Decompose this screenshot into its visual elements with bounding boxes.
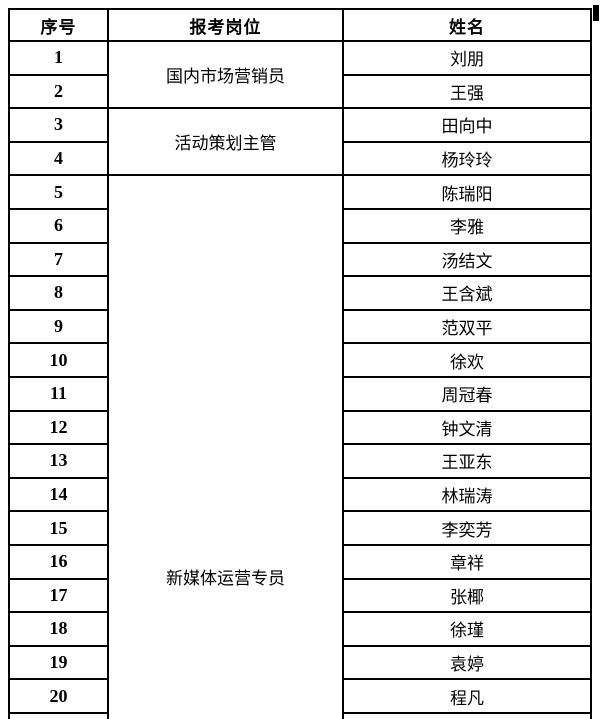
table-row: 13 王亚东 — [8, 443, 592, 479]
table-row: 18 徐瑾 — [8, 611, 592, 647]
position-label: 国内市场营销员 — [166, 67, 285, 87]
table-row: 4 杨玲玲 — [8, 140, 592, 177]
position-cell: 新媒体运营专员 — [107, 174, 344, 719]
table-row: 20 程凡 — [8, 678, 592, 714]
name-cell: 钟文清 — [342, 409, 592, 446]
header-row: 序号 报考岗位 姓名 — [8, 8, 592, 42]
position-label: 活动策划主管 — [174, 134, 277, 154]
name-cell: 李雅 — [342, 207, 592, 244]
serial-cell: 17 — [8, 577, 109, 614]
serial-cell: 9 — [8, 308, 109, 345]
serial-cell: 13 — [8, 443, 109, 479]
serial-cell: 8 — [8, 275, 109, 311]
serial-cell: 6 — [8, 207, 109, 244]
name-cell: 刘朋 — [342, 40, 592, 76]
name-cell: 范双平 — [342, 308, 592, 345]
name-cell: 章祥 — [342, 543, 592, 580]
header-name: 姓名 — [342, 8, 592, 42]
serial-cell: 11 — [8, 375, 109, 412]
table-row: 14 林瑞涛 — [8, 476, 592, 513]
name-cell: 王含斌 — [342, 275, 592, 311]
table-row: 9 范双平 — [8, 308, 592, 345]
name-cell: 陈瑞阳 — [342, 174, 592, 210]
serial-cell: 4 — [8, 140, 109, 177]
serial-cell: 10 — [8, 342, 109, 378]
name-cell: 杨玲玲 — [342, 140, 592, 177]
name-cell: 汤结文 — [342, 241, 592, 278]
table-row: 8 王含斌 — [8, 275, 592, 311]
serial-cell: 2 — [8, 73, 109, 110]
serial-cell: 7 — [8, 241, 109, 278]
table-row: 5 新媒体运营专员 陈瑞阳 — [8, 174, 592, 719]
table-row: 6 李雅 — [8, 207, 592, 244]
name-cell: 袁婷 — [342, 644, 592, 681]
serial-cell: 3 — [8, 107, 109, 143]
name-cell: 王亚东 — [342, 443, 592, 479]
serial-cell: 12 — [8, 409, 109, 446]
name-cell: 张椰 — [342, 577, 592, 614]
name-cell: 徐欢 — [342, 342, 592, 378]
name-cell: 田向中 — [342, 107, 592, 143]
table-row: 11 周冠春 — [8, 375, 592, 412]
applicants-table: 序号 报考岗位 姓名 1 国内市场营销员 刘朋 2 王强 3 活动策划主管 田向中 4 杨玲玲 5 新… — [8, 8, 592, 719]
position-cell: 活动策划主管 — [107, 107, 344, 177]
serial-cell: 19 — [8, 644, 109, 681]
name-cell: 周冠春 — [342, 375, 592, 412]
table-row: 7 汤结文 — [8, 241, 592, 278]
table-row: 1 国内市场营销员 刘朋 — [8, 39, 592, 110]
table-row: 15 李奕芳 — [8, 510, 592, 546]
name-cell: 徐瑾 — [342, 611, 592, 647]
text-cursor-artifact — [593, 5, 599, 21]
serial-cell: 16 — [8, 543, 109, 580]
table-row: 3 活动策划主管 田向中 — [8, 107, 592, 177]
table-row: 16 章祥 — [8, 543, 592, 580]
table-row: 10 徐欢 — [8, 342, 592, 378]
position-cell: 国内市场营销员 — [107, 39, 344, 110]
serial-cell — [8, 711, 109, 719]
serial-cell: 5 — [8, 174, 109, 210]
name-cell: 李奕芳 — [342, 510, 592, 546]
serial-cell: 15 — [8, 510, 109, 546]
serial-cell: 14 — [8, 476, 109, 513]
table-row: 2 王强 — [8, 73, 592, 110]
table-row: 17 张椰 — [8, 577, 592, 614]
position-label: 新媒体运营专员 — [166, 569, 285, 589]
name-cell: 林瑞涛 — [342, 476, 592, 513]
name-cell: 王强 — [342, 73, 592, 110]
header-position: 报考岗位 — [107, 8, 344, 42]
header-serial: 序号 — [8, 8, 109, 42]
table-row-partial — [8, 711, 592, 719]
name-cell: 程凡 — [342, 678, 592, 714]
serial-cell: 20 — [8, 678, 109, 714]
name-cell — [342, 711, 592, 719]
serial-cell: 18 — [8, 611, 109, 647]
table-row: 19 袁婷 — [8, 644, 592, 681]
table-row: 12 钟文清 — [8, 409, 592, 446]
serial-cell: 1 — [8, 40, 109, 76]
